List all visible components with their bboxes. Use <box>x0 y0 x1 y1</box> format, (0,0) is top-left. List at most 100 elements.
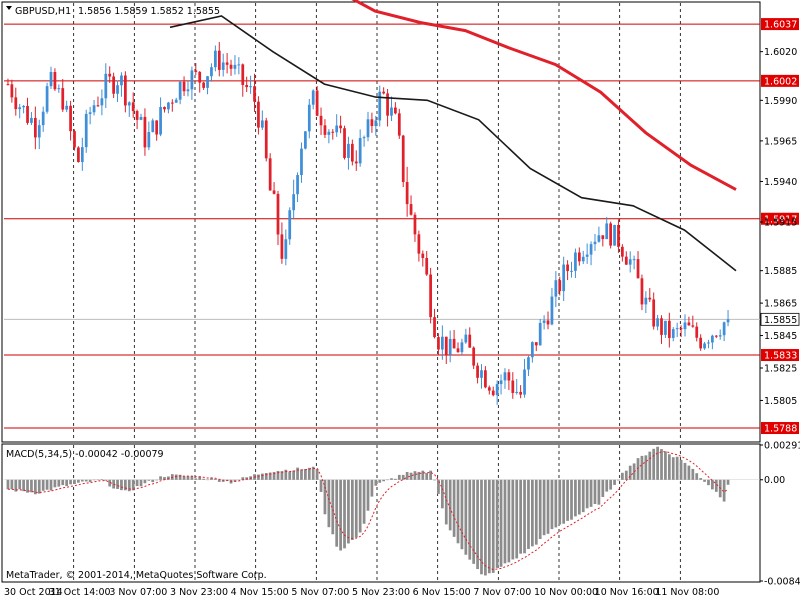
macd-histogram-bar <box>319 479 323 492</box>
candle-body <box>249 86 252 88</box>
candle-body <box>147 132 151 148</box>
symbol-label: GBPUSD,H1 <box>15 6 71 17</box>
price-tick-label: 1.5940 <box>764 177 797 188</box>
macd-histogram-bar <box>69 479 72 485</box>
candle-body <box>22 105 25 108</box>
candle-body <box>358 138 362 164</box>
macd-histogram-bar <box>22 479 25 492</box>
candle-body <box>437 337 440 350</box>
macd-histogram-bar <box>464 479 468 555</box>
candle-body <box>621 246 624 257</box>
level-label-bg <box>761 212 799 225</box>
macd-histogram-bar <box>726 479 730 485</box>
macd-tick-label: 0.00 <box>764 475 785 486</box>
candle-body <box>726 319 730 323</box>
candle-body <box>190 70 194 90</box>
macd-histogram-bar <box>722 479 726 502</box>
candle-body <box>296 175 299 195</box>
candle-body <box>671 329 675 338</box>
candle-body <box>194 70 198 72</box>
candle-body <box>65 105 69 110</box>
price-tick-label: 1.5865 <box>764 299 797 310</box>
macd-histogram-bar <box>554 479 558 528</box>
macd-histogram-bar <box>574 479 577 517</box>
candle-body <box>84 113 88 148</box>
macd-histogram-bar <box>550 479 554 530</box>
candle-body <box>120 75 123 86</box>
macd-histogram-bar <box>120 479 123 491</box>
macd-histogram-bar <box>577 479 581 515</box>
time-axis-label: 7 Nov 07:00 <box>473 587 531 598</box>
macd-histogram-bar <box>233 479 237 482</box>
macd-histogram-bar <box>159 476 162 480</box>
candle-body <box>574 252 577 271</box>
candle-body <box>664 320 667 335</box>
candle-body <box>593 241 597 245</box>
macd-histogram-bar <box>350 479 354 540</box>
macd-histogram-bar <box>444 479 448 525</box>
candle-body <box>444 336 448 355</box>
macd-histogram-bar <box>57 479 61 487</box>
macd-histogram-bar <box>703 479 706 482</box>
candle-body <box>577 252 581 262</box>
candle-body <box>507 372 511 381</box>
candle-body <box>394 107 397 114</box>
candle-body <box>354 161 358 164</box>
candle-body <box>613 224 616 246</box>
macd-histogram-bar <box>413 471 417 480</box>
level-label-bg <box>761 422 799 435</box>
macd-histogram-bar <box>245 477 249 480</box>
macd-histogram-bar <box>527 479 530 549</box>
price-tick-label: 1.5990 <box>764 96 797 107</box>
macd-histogram-bar <box>167 476 170 480</box>
candle-body <box>660 318 663 335</box>
candle-body <box>206 76 209 88</box>
macd-histogram-bar <box>143 479 147 484</box>
candle-body <box>123 75 127 106</box>
macd-histogram-bar <box>41 479 45 491</box>
candle-body <box>257 101 260 128</box>
macd-histogram-bar <box>495 479 499 568</box>
macd-histogram-bar <box>476 479 479 570</box>
candle-body <box>127 102 131 106</box>
level-label-bg <box>761 349 799 362</box>
candle-body <box>245 84 249 88</box>
macd-histogram-bar <box>61 479 65 486</box>
macd-histogram-bar <box>546 479 550 534</box>
macd-histogram-bar <box>155 479 159 481</box>
candle-body <box>683 322 687 330</box>
macd-histogram-bar <box>347 479 350 544</box>
macd-histogram-bar <box>257 474 260 480</box>
macd-histogram-bar <box>562 479 566 524</box>
macd-histogram-bar <box>116 479 119 489</box>
macd-histogram-bar <box>33 479 37 495</box>
macd-histogram-bar <box>241 477 245 480</box>
triangle-down-icon[interactable] <box>6 6 12 10</box>
candle-body <box>182 81 186 92</box>
candle-body <box>221 62 225 70</box>
time-axis-label: 3 Nov 07:00 <box>109 587 167 598</box>
macd-histogram-bar <box>178 474 182 480</box>
candle-body <box>562 264 566 292</box>
candle-body <box>711 335 714 343</box>
macd-histogram-bar <box>26 479 29 493</box>
candle-body <box>327 131 331 135</box>
candle-body <box>538 322 542 346</box>
candle-body <box>636 259 640 279</box>
candle-body <box>601 235 605 240</box>
candle-body <box>675 328 679 330</box>
macd-histogram-bar <box>519 479 522 554</box>
macd-histogram-bar <box>664 451 667 480</box>
candle-body <box>331 131 335 133</box>
candle-body <box>57 88 61 90</box>
macd-histogram-bar <box>237 479 241 481</box>
macd-histogram-bar <box>558 479 562 525</box>
candle-body <box>511 380 515 393</box>
time-axis-label: 3 Nov 23:00 <box>170 587 228 598</box>
price-axis: 1.6020 1.5990 1.5965 1.5940 1.5915 1.5885 1.58… <box>760 47 797 407</box>
macd-histogram-bar <box>675 456 679 480</box>
macd-histogram-bar <box>335 479 339 547</box>
candle-body <box>722 322 726 336</box>
macd-histogram-bar <box>84 479 88 482</box>
